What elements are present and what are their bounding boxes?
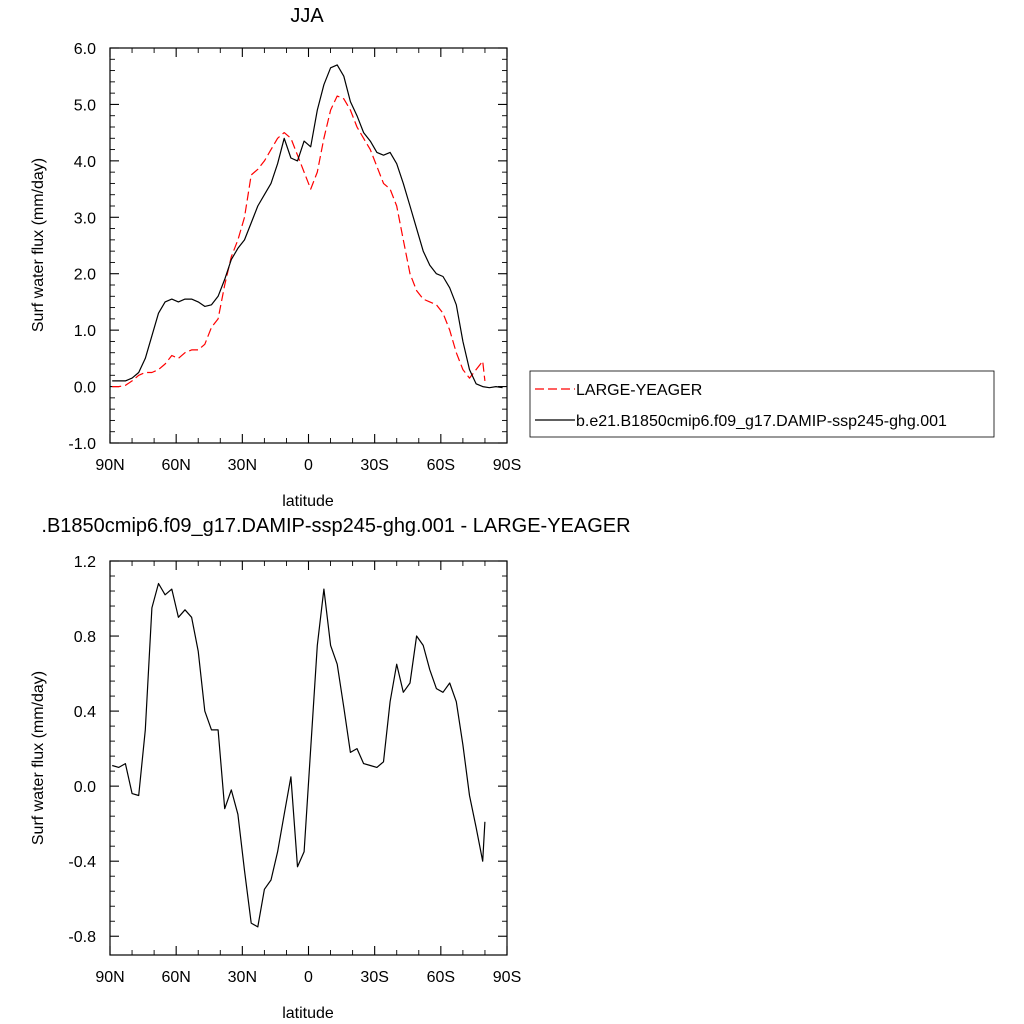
top-series-group bbox=[112, 64, 503, 389]
x-tick-label: 90N bbox=[95, 457, 124, 474]
x-tick-label: 60S bbox=[427, 969, 455, 986]
x-tick-label: 90S bbox=[493, 457, 521, 474]
x-tick-label: 60N bbox=[161, 969, 190, 986]
top-panel-title: JJA bbox=[290, 5, 324, 27]
y-tick-label: 3.0 bbox=[74, 210, 96, 227]
x-tick-label: 60S bbox=[427, 457, 455, 474]
top-panel: JJA 90N 60N 30N 0 30S 60S 90S -1.0 0.0 1.0 2.0 3.0 4… bbox=[30, 5, 995, 510]
y-tick-label: 0.0 bbox=[74, 779, 96, 796]
bottom-panel: .B1850cmip6.f09_g17.DAMIP-ssp245-ghg.001… bbox=[30, 515, 631, 1022]
y-tick-label: 6.0 bbox=[74, 41, 96, 58]
x-tick-label: 0 bbox=[304, 969, 313, 986]
series-line-difference bbox=[112, 582, 486, 928]
top-axis-ticks: 90N 60N 30N 0 30S 60S 90S -1.0 0.0 1.0 2.0 3.0 4.0 5.… bbox=[68, 41, 521, 474]
top-plot-frame bbox=[109, 47, 508, 444]
legend-entry-ghg: b.e21.B1850cmip6.f09_g17.DAMIP-ssp245-gh… bbox=[576, 413, 947, 430]
x-tick-label: 90S bbox=[493, 969, 521, 986]
x-tick-label: 0 bbox=[304, 457, 313, 474]
y-tick-label: 0.8 bbox=[74, 629, 96, 646]
top-x-axis-label: latitude bbox=[282, 493, 334, 510]
bottom-series-group bbox=[112, 582, 486, 928]
legend: LARGE-YEAGER b.e21.B1850cmip6.f09_g17.DA… bbox=[529, 370, 995, 438]
series-line-large-yeager bbox=[112, 95, 486, 388]
y-tick-label: -0.8 bbox=[68, 929, 96, 946]
y-tick-label: 1.0 bbox=[74, 323, 96, 340]
x-tick-label: 30N bbox=[228, 457, 257, 474]
y-tick-label: 0.0 bbox=[74, 380, 96, 397]
bottom-axis-ticks: 90N 60N 30N 0 30S 60S 90S -0.8 -0.4 0.0 0.4 0.8 1.2 bbox=[68, 554, 521, 986]
x-tick-label: 30N bbox=[228, 969, 257, 986]
y-tick-label: -1.0 bbox=[68, 436, 96, 453]
y-tick-label: 0.4 bbox=[74, 704, 96, 721]
bottom-x-axis-label: latitude bbox=[282, 1005, 334, 1022]
bottom-y-axis-label: Surf water flux (mm/day) bbox=[30, 671, 47, 845]
x-tick-label: 90N bbox=[95, 969, 124, 986]
legend-entry-large-yeager: LARGE-YEAGER bbox=[576, 382, 702, 399]
legend-box bbox=[529, 370, 995, 438]
series-line-b-e21-b1850cmip6-f09-g17-damip-ssp245-ghg-001 bbox=[112, 64, 503, 389]
y-tick-label: 2.0 bbox=[74, 267, 96, 284]
x-tick-label: 30S bbox=[360, 969, 388, 986]
bottom-plot-frame bbox=[109, 560, 508, 956]
top-y-axis-label: Surf water flux (mm/day) bbox=[30, 158, 47, 332]
bottom-panel-title: .B1850cmip6.f09_g17.DAMIP-ssp245-ghg.001… bbox=[41, 515, 630, 537]
x-tick-label: 30S bbox=[360, 457, 388, 474]
y-tick-label: 4.0 bbox=[74, 154, 96, 171]
x-tick-label: 60N bbox=[161, 457, 190, 474]
y-tick-label: 1.2 bbox=[74, 554, 96, 571]
y-tick-label: 5.0 bbox=[74, 97, 96, 114]
y-tick-label: -0.4 bbox=[68, 854, 96, 871]
